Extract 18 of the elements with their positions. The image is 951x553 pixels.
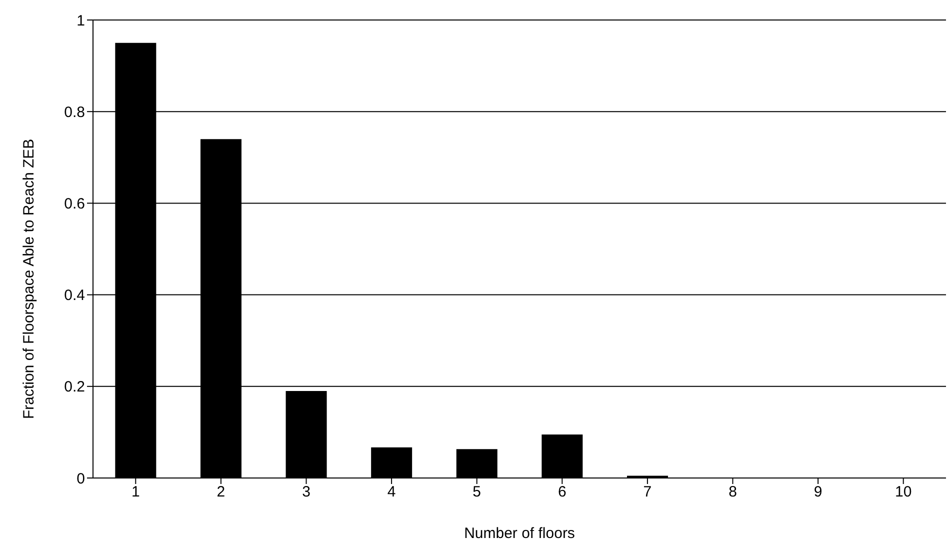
y-tick-label: 0.6 <box>64 196 85 213</box>
y-tick-label: 0 <box>76 470 85 488</box>
x-tick-label: 6 <box>558 484 566 501</box>
x-tick-label: 2 <box>216 484 226 501</box>
x-tick-label: 4 <box>387 484 396 501</box>
x-axis-title: Number of floors <box>464 525 575 542</box>
y-tick-label: 0.4 <box>64 287 85 304</box>
x-tick-label: 5 <box>472 484 482 501</box>
x-tick-label: 9 <box>814 484 822 501</box>
y-tick-label: 0.2 <box>64 378 85 396</box>
x-tick-label: 10 <box>895 484 912 501</box>
x-tick-label: 1 <box>131 484 140 501</box>
y-tick-label: 1 <box>76 12 85 30</box>
y-tick-label: 0.8 <box>64 104 85 121</box>
x-tick-label: 3 <box>302 484 310 501</box>
y-axis-title: Fraction of Floorspace Able to Reach ZEB <box>20 138 38 419</box>
x-tick-label: 7 <box>643 484 652 501</box>
x-tick-label: 8 <box>728 484 737 501</box>
